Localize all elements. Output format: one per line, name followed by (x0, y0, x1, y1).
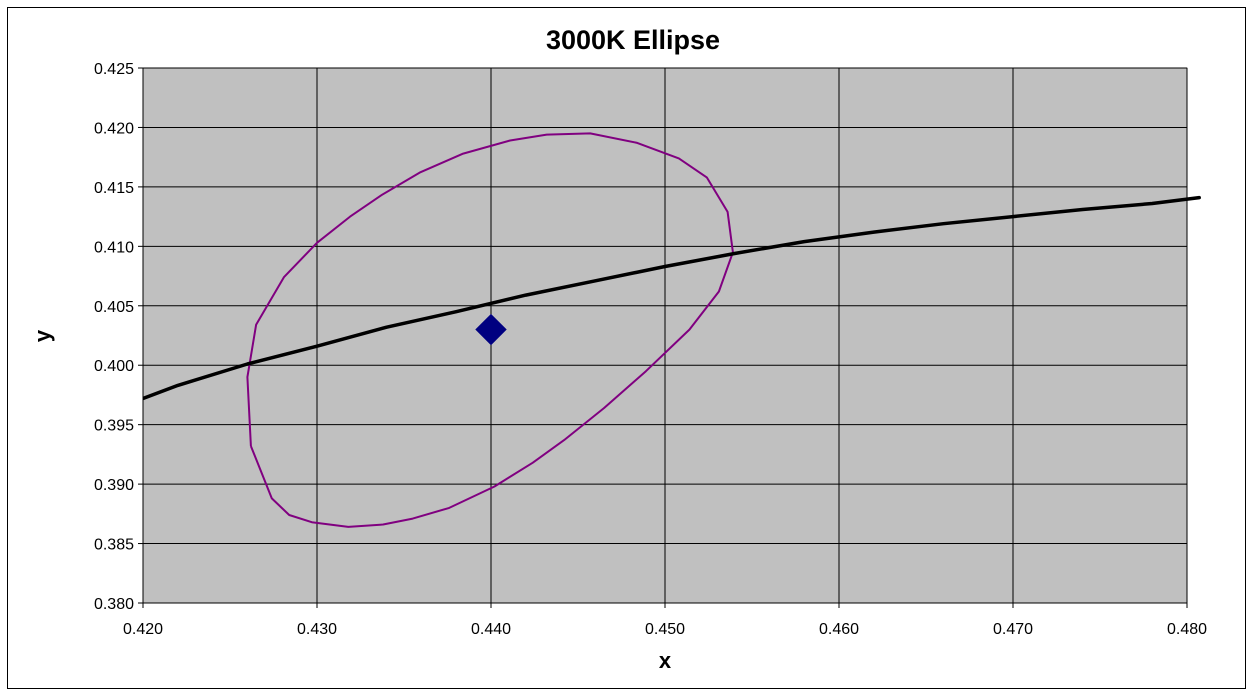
x-tick-label: 0.480 (1167, 621, 1207, 638)
y-tick-label: 0.415 (94, 180, 134, 197)
gridlines (142, 67, 1188, 604)
y-tick-label: 0.390 (94, 477, 134, 494)
center-point-marker (475, 313, 507, 346)
y-tick-label: 0.385 (94, 537, 134, 554)
y-tick-label: 0.395 (94, 418, 134, 435)
x-tick-label: 0.430 (297, 621, 337, 638)
chart-title: 3000K Ellipse (546, 25, 720, 55)
y-tick-label: 0.400 (94, 358, 134, 375)
x-axis-label: x (659, 648, 672, 673)
planckian-locus-line (143, 195, 1201, 401)
x-tick-label: 0.460 (819, 621, 859, 638)
y-tick-label: 0.425 (94, 61, 134, 78)
y-axis-label: y (30, 329, 55, 342)
ellipse-series-line (246, 132, 734, 528)
x-tick-label: 0.450 (645, 621, 685, 638)
y-tick-label: 0.405 (94, 299, 134, 316)
y-axis-ticks: 0.380 0.385 0.390 0.395 0.400 0.405 0.410 0.415… (94, 61, 143, 613)
x-tick-label: 0.470 (993, 621, 1033, 638)
x-tick-label: 0.440 (471, 621, 511, 638)
y-tick-label: 0.380 (94, 596, 134, 613)
x-axis-ticks: 0.420 0.430 0.440 0.450 0.460 0.470 0.480 (123, 603, 1207, 638)
y-tick-label: 0.410 (94, 239, 134, 256)
y-tick-label: 0.420 (94, 120, 134, 137)
x-tick-label: 0.420 (123, 621, 163, 638)
